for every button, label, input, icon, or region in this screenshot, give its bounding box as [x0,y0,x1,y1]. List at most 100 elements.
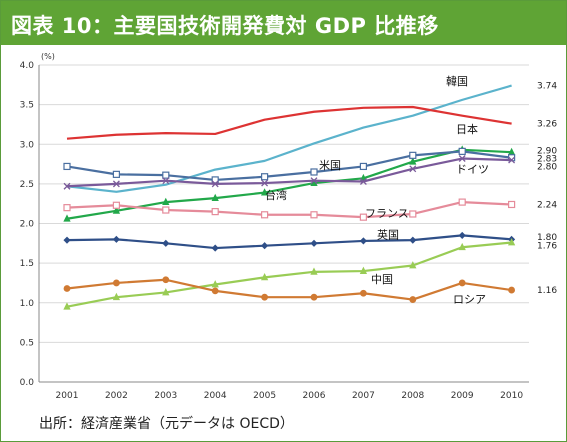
data-point [112,180,120,188]
data-point [409,151,417,159]
data-point [211,180,219,188]
end-value-label: 3.74 [537,82,557,92]
x-tick-label: 2008 [401,391,424,401]
series-labels: 3.74 3.26 2.902.832.80 2.24 1.801.76 1.16 韓国日本… [265,75,557,306]
series-line [66,234,512,250]
data-point [261,179,269,187]
data-point [63,214,71,222]
data-point [458,147,466,155]
data-point [310,177,318,185]
data-point [261,211,269,219]
series-line [66,201,512,219]
gridlines [39,64,529,383]
end-value-label: 1.76 [537,242,557,252]
y-tick-label: 0.5 [20,338,34,348]
series-8 [63,276,516,303]
data-point [63,182,71,190]
chart-header: 図表 10：主要国技術開発費対 GDP 比推移 [1,1,566,45]
data-point [63,162,71,171]
data-point-stroke [211,180,219,188]
data-point [409,210,417,218]
data-point [359,237,367,245]
data-point [359,266,368,274]
data-point [112,206,121,214]
x-tick-label: 2003 [154,391,177,401]
y-tick-label: 1.5 [20,259,34,269]
data-point [211,193,219,202]
data-point [211,208,219,216]
series-7 [63,238,516,310]
data-point [162,239,170,247]
series-name-label: 英国 [377,228,399,242]
data-point [211,280,219,288]
end-value-label: 2.80 [537,162,557,172]
data-point [211,287,219,295]
end-value-label: 3.26 [537,120,557,130]
data-point [359,289,367,297]
data-point-stroke [310,177,318,185]
line-chart: 0.0 0.5 1.0 1.5 2.0 2.5 3.0 3.5 4.0 (%) 2001 2002 20… [20,52,558,401]
data-point [310,267,318,275]
data-point [261,242,269,250]
data-point [260,272,269,281]
axes: 0.0 0.5 1.0 1.5 2.0 2.5 3.0 3.5 4.0 (%) 2001 2002 20… [20,52,524,401]
series-lines [63,84,516,310]
data-point [112,292,121,301]
data-point [162,171,170,179]
x-tick-label: 2002 [105,391,128,401]
x-tick-label: 2004 [204,391,227,401]
series-line [66,150,512,182]
y-tick-label: 3.0 [20,140,35,150]
data-point-stroke [458,155,466,162]
data-point [310,168,318,176]
series-line [66,157,512,188]
data-point [63,204,71,212]
y-tick-label: 2.0 [20,220,35,230]
data-point [162,197,170,206]
data-point [113,279,120,287]
data-point [162,288,170,296]
x-tick-label: 2007 [352,391,375,401]
data-point [508,200,516,209]
data-point [508,156,516,164]
data-point [261,173,269,181]
data-point [458,198,466,206]
data-point [310,293,318,301]
series-name-label: 中国 [371,273,393,286]
series-name-label: 日本 [456,122,478,136]
data-point [458,279,466,287]
data-point-stroke [63,182,71,190]
series-1 [66,105,512,140]
series-0 [66,84,512,193]
series-line [66,84,512,193]
data-point [63,285,71,292]
y-tick-label: 3.5 [20,101,34,111]
y-tick-label: 1.0 [20,299,35,309]
y-tick-label: 4.0 [20,61,35,71]
data-point-stroke [162,177,170,185]
x-tick-label: 2001 [56,391,79,401]
series-name-label: ドイツ [456,163,489,176]
x-tick-label: 2010 [500,391,523,401]
data-point [63,302,71,310]
series-line [66,241,512,308]
data-point [458,231,466,239]
series-3 [63,147,516,184]
series-name-label: 韓国 [446,75,468,88]
data-point [211,244,219,252]
data-point [162,206,170,214]
end-value-label: 1.16 [537,286,557,296]
series-5 [63,198,516,221]
series-line [66,148,512,220]
data-point-stroke [112,180,120,188]
y-axis-unit: (%) [41,52,55,61]
data-point-stroke [508,156,516,164]
data-point [409,261,417,269]
x-tick-label: 2009 [451,391,474,401]
data-point [409,236,417,244]
data-point [409,165,417,173]
data-point [112,201,121,209]
data-point [260,188,269,196]
data-point [508,286,516,294]
data-point [162,276,170,284]
